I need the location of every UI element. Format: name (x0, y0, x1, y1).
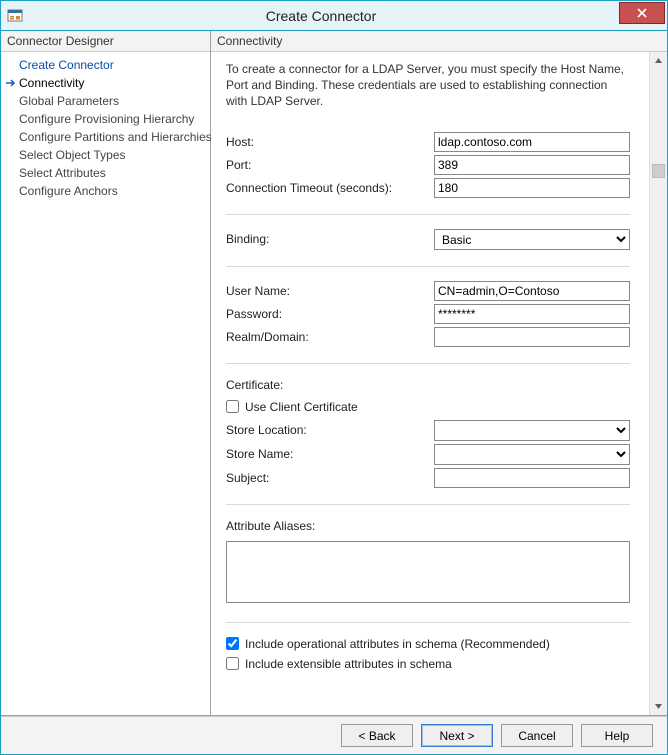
vertical-scrollbar[interactable] (649, 52, 667, 715)
window-title: Create Connector (23, 8, 619, 24)
timeout-input[interactable] (434, 178, 630, 198)
nav-select-object-types[interactable]: Select Object Types (3, 146, 208, 164)
username-label: User Name: (226, 284, 434, 298)
description-text: To create a connector for a LDAP Server,… (226, 61, 630, 110)
help-button[interactable]: Help (581, 724, 653, 747)
nav-configure-provisioning-hierarchy[interactable]: Configure Provisioning Hierarchy (3, 110, 208, 128)
close-button[interactable] (619, 2, 665, 24)
nav-create-connector[interactable]: Create Connector (3, 56, 208, 74)
scroll-track[interactable] (650, 69, 667, 698)
store-name-label: Store Name: (226, 447, 434, 461)
nav-item-label: Select Object Types (19, 148, 126, 162)
host-label: Host: (226, 135, 434, 149)
nav-item-label: Configure Partitions and Hierarchies (19, 130, 212, 144)
current-step-arrow-icon (5, 77, 17, 89)
include-operational-label: Include operational attributes in schema… (245, 637, 550, 651)
store-location-select[interactable] (434, 420, 630, 441)
nav-configure-partitions[interactable]: Configure Partitions and Hierarchies (3, 128, 208, 146)
form-area: To create a connector for a LDAP Server,… (211, 52, 667, 715)
nav-item-label: Select Attributes (19, 166, 106, 180)
main-area: Connector Designer Create Connector Conn… (1, 31, 667, 716)
username-input[interactable] (434, 281, 630, 301)
content-panel: Connectivity To create a connector for a… (211, 31, 667, 715)
binding-label: Binding: (226, 232, 434, 246)
back-button[interactable]: < Back (341, 724, 413, 747)
subject-label: Subject: (226, 471, 434, 485)
port-label: Port: (226, 158, 434, 172)
divider (226, 504, 630, 505)
title-bar: Create Connector (1, 1, 667, 31)
password-input[interactable] (434, 304, 630, 324)
scroll-down-button[interactable] (650, 698, 667, 715)
use-client-cert-checkbox[interactable] (226, 400, 239, 413)
nav-item-label: Configure Anchors (19, 184, 118, 198)
binding-select[interactable]: Basic (434, 229, 630, 250)
app-icon (7, 8, 23, 24)
divider (226, 266, 630, 267)
store-name-select[interactable] (434, 444, 630, 465)
next-button[interactable]: Next > (421, 724, 493, 747)
port-input[interactable] (434, 155, 630, 175)
nav-item-label: Create Connector (19, 58, 114, 72)
host-input[interactable] (434, 132, 630, 152)
sidebar-header: Connector Designer (1, 31, 210, 52)
timeout-label: Connection Timeout (seconds): (226, 181, 434, 195)
certificate-label: Certificate: (226, 378, 630, 392)
nav-select-attributes[interactable]: Select Attributes (3, 164, 208, 182)
use-client-cert-label: Use Client Certificate (245, 400, 358, 414)
include-extensible-checkbox[interactable] (226, 657, 239, 670)
subject-input[interactable] (434, 468, 630, 488)
attribute-aliases-label: Attribute Aliases: (226, 519, 630, 533)
divider (226, 214, 630, 215)
cancel-button[interactable]: Cancel (501, 724, 573, 747)
nav-item-label: Global Parameters (19, 94, 119, 108)
content-header: Connectivity (211, 31, 667, 52)
scroll-up-button[interactable] (650, 52, 667, 69)
nav-configure-anchors[interactable]: Configure Anchors (3, 182, 208, 200)
nav-list: Create Connector Connectivity Global Par… (1, 52, 210, 204)
password-label: Password: (226, 307, 434, 321)
divider (226, 622, 630, 623)
wizard-footer: < Back Next > Cancel Help (1, 716, 667, 754)
attribute-aliases-textarea[interactable] (226, 541, 630, 603)
scroll-thumb[interactable] (652, 164, 665, 178)
nav-item-label: Connectivity (19, 76, 84, 90)
nav-global-parameters[interactable]: Global Parameters (3, 92, 208, 110)
nav-connectivity[interactable]: Connectivity (3, 74, 208, 92)
divider (226, 363, 630, 364)
realm-input[interactable] (434, 327, 630, 347)
include-extensible-label: Include extensible attributes in schema (245, 657, 452, 671)
sidebar: Connector Designer Create Connector Conn… (1, 31, 211, 715)
store-location-label: Store Location: (226, 423, 434, 437)
realm-label: Realm/Domain: (226, 330, 434, 344)
include-operational-checkbox[interactable] (226, 637, 239, 650)
nav-item-label: Configure Provisioning Hierarchy (19, 112, 194, 126)
